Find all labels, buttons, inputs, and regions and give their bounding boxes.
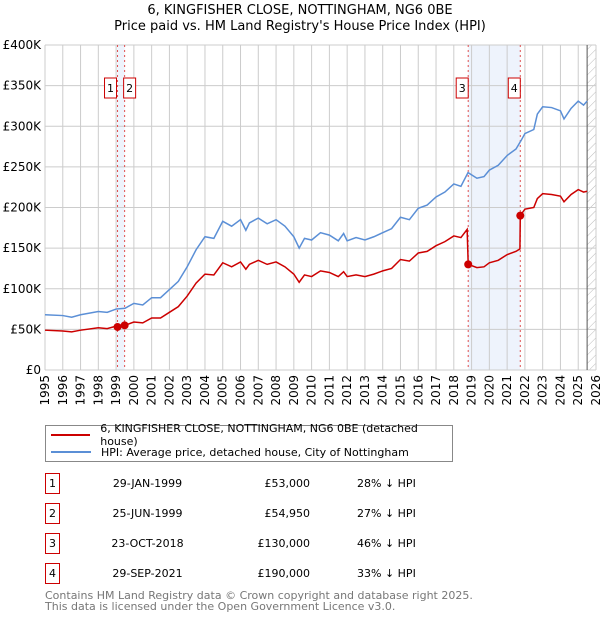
sale-date: 23-OCT-2018 xyxy=(111,537,184,550)
sale-price: £53,000 xyxy=(264,477,311,490)
y-tick-label: £200K xyxy=(3,201,43,215)
sale-label-number: 1 xyxy=(107,82,114,95)
sale-number-badge: 1 xyxy=(45,473,60,494)
sale-table-row: 3 23-OCT-2018 £130,000 46% ↓ HPI xyxy=(45,533,465,554)
x-tick-label: 2018 xyxy=(447,375,461,406)
legend-swatch-red xyxy=(51,434,91,436)
sale-number-badge: 2 xyxy=(45,503,60,524)
x-tick-label: 2013 xyxy=(358,375,372,406)
x-tick-label: 2010 xyxy=(305,375,319,406)
x-tick-label: 2003 xyxy=(180,375,194,406)
x-tick-label: 2021 xyxy=(500,375,514,406)
sale-label-number: 2 xyxy=(126,82,133,95)
sale-label-box xyxy=(507,77,521,99)
sale-number-badge: 4 xyxy=(45,563,60,584)
footer-copyright: Contains HM Land Registry data © Crown c… xyxy=(45,589,473,602)
x-tick-label: 2024 xyxy=(553,375,567,406)
y-tick-label: £0 xyxy=(26,363,41,377)
sale-label-box xyxy=(123,77,137,99)
x-tick-label: 1997 xyxy=(74,375,88,406)
x-tick-label: 2015 xyxy=(393,375,407,406)
x-tick-label: 2026 xyxy=(589,375,600,406)
sale-label-number: 3 xyxy=(459,82,466,95)
chart-subtitle: Price paid vs. HM Land Registry's House … xyxy=(114,19,486,34)
x-tick-label: 2012 xyxy=(340,375,354,406)
x-tick-label: 2022 xyxy=(518,375,532,406)
x-tick-label: 2002 xyxy=(162,375,176,406)
series-line xyxy=(44,188,588,333)
sale-table-row: 1 29-JAN-1999 £53,000 28% ↓ HPI xyxy=(45,473,465,494)
y-tick-label: £300K xyxy=(3,119,43,133)
sale-point xyxy=(113,322,122,331)
x-tick-label: 2025 xyxy=(571,375,585,406)
legend-item-property: 6, KINGFISHER CLOSE, NOTTINGHAM, NG6 0BE… xyxy=(46,422,452,448)
sale-table-row: 4 29-SEP-2021 £190,000 33% ↓ HPI xyxy=(45,563,465,584)
sale-table-row: 2 25-JUN-1999 £54,950 27% ↓ HPI xyxy=(45,503,465,524)
y-tick-label: £50K xyxy=(10,322,42,336)
sale-price: £190,000 xyxy=(257,567,311,580)
sale-point xyxy=(120,321,129,330)
sale-hpi-diff: 28% ↓ HPI xyxy=(357,477,416,490)
legend-label: 6, KINGFISHER CLOSE, NOTTINGHAM, NG6 0BE… xyxy=(100,422,418,448)
y-tick-label: £100K xyxy=(3,282,43,296)
x-tick-label: 1999 xyxy=(109,375,123,406)
x-tick-label: 2006 xyxy=(234,375,248,406)
x-tick-label: 2011 xyxy=(322,375,336,406)
sale-date: 29-JAN-1999 xyxy=(112,477,183,490)
x-tick-label: 2001 xyxy=(145,375,159,406)
sale-hpi-diff: 46% ↓ HPI xyxy=(357,537,416,550)
x-tick-label: 2017 xyxy=(429,375,443,406)
x-tick-label: 2019 xyxy=(465,375,479,406)
series-line xyxy=(44,100,588,318)
legend-swatch-blue xyxy=(51,451,91,453)
x-tick-label: 2005 xyxy=(216,375,230,406)
sale-price: £54,950 xyxy=(264,507,311,520)
sale-hpi-diff: 27% ↓ HPI xyxy=(357,507,416,520)
x-tick-label: 2008 xyxy=(269,375,283,406)
legend: 6, KINGFISHER CLOSE, NOTTINGHAM, NG6 0BE… xyxy=(45,422,453,462)
legend-label: HPI: Average price, detached house, City… xyxy=(101,445,409,459)
x-tick-label: 1995 xyxy=(38,375,52,406)
sale-point xyxy=(516,211,525,220)
x-tick-label: 2014 xyxy=(376,375,390,406)
footer-licence: This data is licensed under the Open Gov… xyxy=(45,600,396,613)
chart-title: 6, KINGFISHER CLOSE, NOTTINGHAM, NG6 0BE xyxy=(147,3,453,18)
x-tick-label: 2023 xyxy=(536,375,550,406)
x-tick-label: 2004 xyxy=(198,375,212,406)
x-tick-label: 2016 xyxy=(411,375,425,406)
sale-price: £130,000 xyxy=(257,537,311,550)
sale-date: 29-SEP-2021 xyxy=(112,567,183,580)
x-tick-label: 2007 xyxy=(251,375,265,406)
sale-label-number: 4 xyxy=(511,82,518,95)
sale-label-box xyxy=(455,77,469,99)
x-tick-label: 2009 xyxy=(287,375,301,406)
x-tick-label: 1996 xyxy=(56,375,70,406)
x-tick-label: 1998 xyxy=(91,375,105,406)
y-tick-label: £400K xyxy=(3,38,43,52)
x-tick-label: 2020 xyxy=(482,375,496,406)
sale-number-badge: 3 xyxy=(45,533,60,554)
sale-date: 25-JUN-1999 xyxy=(112,507,183,520)
legend-item-hpi: HPI: Average price, detached house, City… xyxy=(46,444,409,460)
x-tick-label: 2000 xyxy=(127,375,141,406)
sale-hpi-diff: 33% ↓ HPI xyxy=(357,567,416,580)
y-tick-label: £150K xyxy=(3,241,43,255)
sale-point xyxy=(464,260,473,269)
y-tick-label: £250K xyxy=(3,160,43,174)
y-tick-label: £350K xyxy=(3,79,43,93)
sale-label-box xyxy=(104,77,118,99)
price-chart: 1995 1996 1997 1998 1999 2000 2001 2002 2003 2004… xyxy=(3,38,600,406)
